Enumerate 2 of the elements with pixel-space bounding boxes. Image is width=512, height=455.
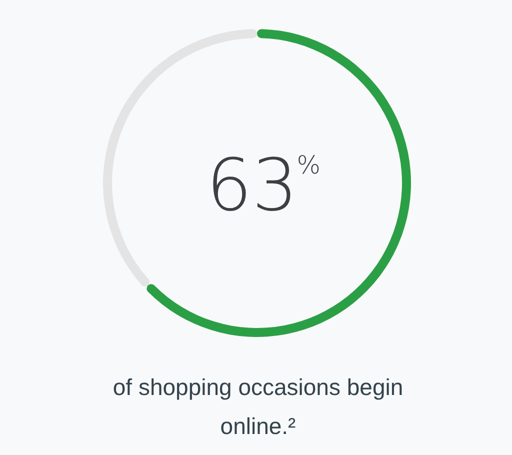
data-label: 63% xyxy=(206,143,321,227)
text: of shopping occasions begin online.² xyxy=(112,374,404,439)
